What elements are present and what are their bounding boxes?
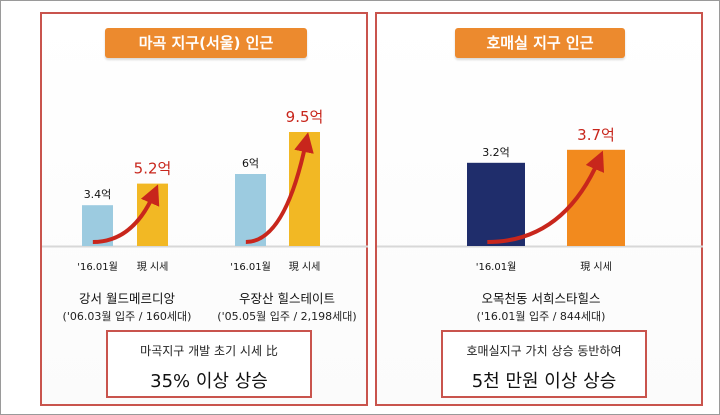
complex-name-hillstate: 우장산 힐스테이트 — [239, 291, 335, 306]
category-label-before-seohee: '16.01월 — [476, 261, 517, 273]
complex-name-seohee: 오목천동 서희스타힐스 — [481, 291, 601, 306]
value-label-before-seohee: 3.2억 — [482, 146, 510, 159]
summary-caption-magok: 마곡지구 개발 초기 시세 比 — [140, 344, 278, 358]
panel-homaesil: 호매실 지구 인근 3.2억 3.7억 '16.01월 現 시세 오목천동 서희스타힐… — [375, 12, 703, 406]
bar-before-seohee — [467, 162, 525, 246]
complex-sub-seohee: ('16.01월 입주 / 844세대) — [476, 310, 606, 323]
chart-homaesil: 3.2억 3.7억 '16.01월 現 시세 — [377, 126, 703, 273]
complex-name-worldmeridian: 강서 월드메르디앙 — [79, 291, 175, 306]
growth-arrow-seohee — [487, 150, 605, 244]
value-label-before-worldmeridian: 3.4억 — [84, 188, 112, 201]
summary-caption-homaesil: 호매실지구 가치 상승 동반하여 — [466, 344, 622, 358]
value-label-now-hillstate: 9.5억 — [286, 108, 324, 126]
category-label-before-worldmeridian: '16.01월 — [77, 261, 118, 273]
category-label-now-hillstate: 現 시세 — [289, 261, 321, 273]
panel-title-homaesil: 호매실 지구 인근 — [455, 28, 625, 58]
value-label-now-worldmeridian: 5.2억 — [134, 160, 172, 178]
summary-value-magok: 35% 이상 상승 — [150, 371, 268, 392]
bar-before-hillstate — [235, 174, 266, 246]
category-label-now-worldmeridian: 現 시세 — [137, 261, 169, 273]
category-label-now-seohee: 現 시세 — [580, 261, 612, 273]
summary-value-homaesil: 5천 만원 이상 상승 — [471, 371, 617, 392]
complex-sub-hillstate: ('05.05월 입주 / 2,198세대) — [217, 310, 357, 323]
summary-box-homaesil: 호매실지구 가치 상승 동반하여 5천 만원 이상 상승 — [441, 330, 647, 398]
growth-arrow-hillstate — [245, 132, 314, 244]
complex-sub-worldmeridian: ('06.03월 입주 / 160세대) — [62, 310, 192, 323]
value-label-before-hillstate: 6억 — [242, 157, 259, 170]
growth-arrow-worldmeridian — [92, 184, 160, 244]
chart-magok: 3.4억 5.2억 '16.01월 現 시세 6억 9.5억 '16.01월 現 시세 — [42, 108, 368, 273]
summary-box-magok: 마곡지구 개발 초기 시세 比 35% 이상 상승 — [106, 330, 312, 398]
category-label-before-hillstate: '16.01월 — [230, 261, 271, 273]
value-label-now-seohee: 3.7억 — [577, 126, 615, 144]
panel-title-magok: 마곡 지구(서울) 인근 — [105, 28, 307, 58]
panel-magok: 마곡 지구(서울) 인근 3.4억 5.2억 '16.01월 現 시세 6억 9.5억 '1… — [40, 12, 368, 406]
